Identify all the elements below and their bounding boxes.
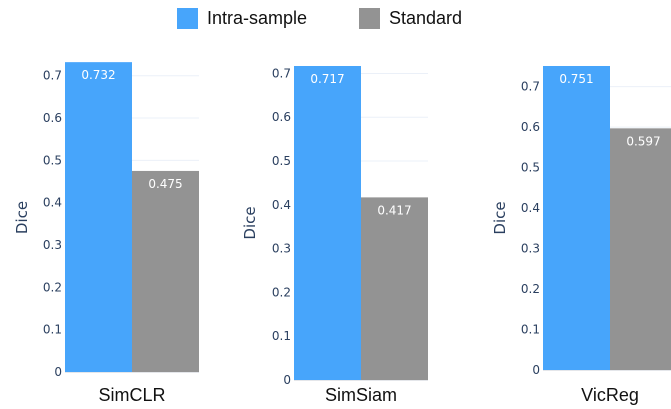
- data-label-simclr-standard: 0.475: [148, 177, 182, 191]
- bar-simsiam-standard: [361, 197, 428, 380]
- legend-item-intra-sample[interactable]: Intra-sample: [177, 6, 307, 30]
- y-tick-label-vicreg-6: 0.6: [521, 120, 540, 134]
- y-tick-label-simclr-6: 0.6: [43, 111, 62, 125]
- data-label-vicreg-standard: 0.597: [626, 134, 660, 148]
- y-tick-label-vicreg-1: 0.1: [521, 323, 540, 337]
- legend-label-standard: Standard: [389, 7, 463, 28]
- y-tick-label-vicreg-5: 0.5: [521, 161, 540, 175]
- legend-label-intra-sample: Intra-sample: [207, 7, 308, 28]
- y-tick-label-simsiam-4: 0.4: [272, 198, 291, 212]
- y-tick-label-simclr-3: 0.3: [43, 238, 62, 252]
- x-category-label-vicreg: VicReg: [581, 385, 639, 405]
- legend-swatch-intra-sample: [177, 7, 198, 29]
- y-axis-label-simsiam: Dice: [241, 206, 259, 239]
- y-tick-label-vicreg-2: 0.2: [521, 282, 540, 296]
- x-category-label-simclr: SimCLR: [98, 385, 165, 405]
- y-tick-label-simclr-7: 0.7: [43, 69, 62, 83]
- y-tick-label-vicreg-4: 0.4: [521, 201, 540, 215]
- y-tick-label-simsiam-2: 0.2: [272, 285, 291, 299]
- bar-vicreg-standard: [610, 128, 671, 370]
- bar-vicreg-intra-sample: [543, 66, 610, 370]
- y-tick-label-vicreg-3: 0.3: [521, 242, 540, 256]
- data-label-simsiam-standard: 0.417: [377, 203, 411, 217]
- y-tick-label-simclr-4: 0.4: [43, 196, 62, 210]
- data-label-simsiam-intra-sample: 0.717: [310, 72, 344, 86]
- y-axis-label-vicreg: Dice: [491, 201, 509, 234]
- y-tick-label-simsiam-5: 0.5: [272, 154, 291, 168]
- bar-simclr-intra-sample: [65, 62, 132, 373]
- data-label-vicreg-intra-sample: 0.751: [559, 72, 593, 86]
- y-tick-label-simclr-1: 0.1: [43, 323, 62, 337]
- legend-item-standard[interactable]: Standard: [359, 6, 462, 30]
- bar-simclr-standard: [132, 170, 199, 372]
- y-tick-label-simclr-0: 0: [54, 365, 62, 379]
- y-tick-label-simsiam-6: 0.6: [272, 110, 291, 124]
- y-tick-label-simsiam-1: 0.1: [272, 329, 291, 343]
- y-tick-label-vicreg-0: 0: [532, 363, 540, 377]
- y-tick-label-simclr-2: 0.2: [43, 280, 62, 294]
- y-tick-label-simsiam-7: 0.7: [272, 66, 291, 80]
- y-tick-label-vicreg-7: 0.7: [521, 80, 540, 94]
- x-category-label-simsiam: SimSiam: [325, 385, 397, 405]
- bar-simsiam-intra-sample: [294, 66, 361, 380]
- data-label-simclr-intra-sample: 0.732: [81, 68, 115, 82]
- y-tick-label-simclr-5: 0.5: [43, 153, 62, 167]
- legend-swatch-standard: [359, 7, 380, 29]
- legend: Intra-sample Standard: [0, 6, 671, 30]
- y-tick-label-simsiam-0: 0: [283, 373, 291, 387]
- y-axis-label-simclr: Dice: [13, 201, 31, 234]
- y-tick-label-simsiam-3: 0.3: [272, 242, 291, 256]
